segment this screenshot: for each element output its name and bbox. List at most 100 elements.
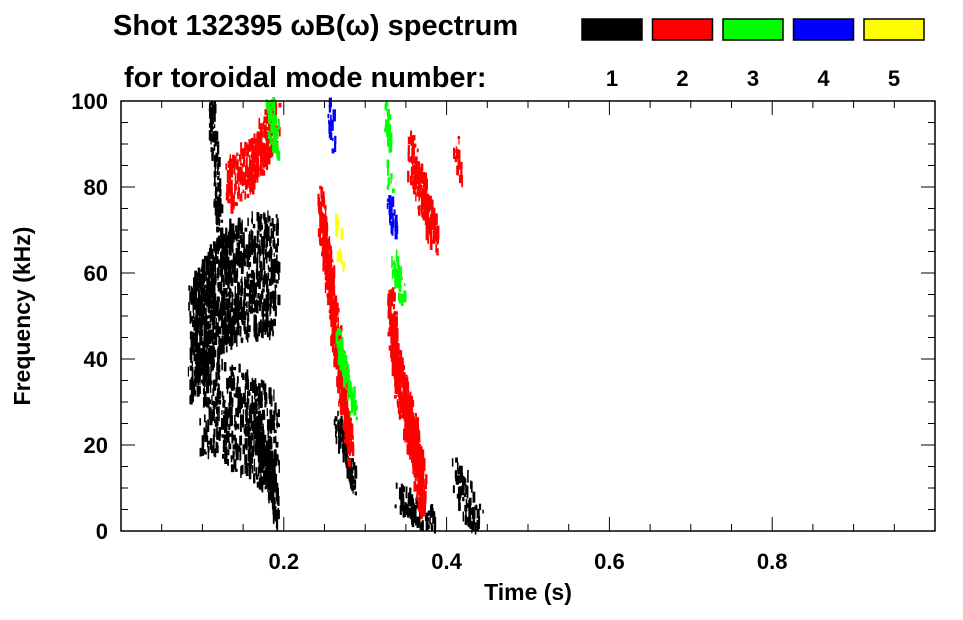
spectrum-point [407, 170, 410, 183]
spectrum-point [345, 459, 349, 464]
spectrum-point [210, 352, 214, 362]
spectrum-point [213, 428, 216, 438]
spectrum-point [217, 156, 221, 167]
spectrum-point [238, 311, 242, 320]
spectrum-point [237, 307, 240, 314]
spectrum-point [216, 393, 219, 403]
spectrum-point [262, 481, 266, 485]
spectrum-point [208, 440, 210, 445]
spectrum-point [210, 372, 212, 384]
spectrum-point [395, 343, 398, 355]
spectrum-point [238, 363, 241, 373]
spectrum-point [426, 206, 430, 212]
spectrum-point [389, 300, 392, 312]
spectrum-point [411, 498, 414, 512]
spectrum-point [272, 291, 275, 304]
spectrum-point [332, 109, 336, 122]
spectrum-point [220, 260, 224, 270]
spectrum-point [214, 262, 217, 267]
spectrum-point [198, 367, 202, 373]
legend-label-mode-2: 2 [676, 66, 688, 91]
spectrum-point [264, 109, 268, 116]
spectrum-point [243, 172, 247, 186]
spectrum-point [351, 443, 355, 457]
spectrum-point [327, 293, 330, 298]
spectrum-point [416, 426, 420, 438]
spectrum-point [264, 251, 268, 259]
spectrum-point [250, 182, 254, 187]
spectrum-point [414, 167, 417, 176]
spectrum-point [245, 244, 248, 250]
spectrum-point [239, 325, 242, 337]
y-tick-label: 40 [84, 347, 108, 372]
spectrum-point [203, 289, 206, 299]
spectrum-point [261, 425, 263, 432]
spectrum-point [242, 392, 246, 404]
spectrum-point [201, 451, 204, 456]
spectrum-point [203, 391, 207, 400]
spectrum-point [349, 382, 352, 387]
spectrum-point [212, 121, 215, 125]
spectrum-point [266, 419, 271, 431]
spectrum-point [222, 401, 226, 408]
spectrum-point [455, 476, 457, 482]
spectrum-point [239, 435, 243, 445]
spectrum-point [397, 368, 401, 375]
spectrum-point [395, 316, 398, 327]
spectrum-point [224, 419, 226, 431]
spectrum-point [257, 427, 261, 433]
spectrum-point [249, 382, 252, 392]
spectrum-point [419, 494, 422, 508]
spectrum-point [263, 470, 266, 478]
spectrum-point [264, 486, 267, 490]
spectrum-point [402, 493, 405, 504]
spectrum-point [208, 323, 212, 329]
spectrum-point [252, 152, 255, 164]
spectrum-point [328, 283, 331, 294]
spectrum-point [393, 319, 396, 328]
spectrum-point [206, 425, 208, 439]
spectrum-point [209, 244, 213, 256]
spectrum-point [385, 102, 389, 107]
spectrum-point [469, 500, 471, 508]
spectrum-point [391, 256, 393, 269]
spectrum-point [404, 439, 406, 444]
spectrum-point [387, 310, 391, 316]
spectrum-point [221, 335, 224, 344]
spectrum-point [192, 381, 196, 394]
spectrum-point [339, 392, 342, 399]
spectrum-point [261, 476, 264, 482]
spectrum-point [258, 213, 260, 223]
spectrum-point [338, 431, 340, 438]
spectrum-point [244, 141, 247, 154]
spectrum-point [194, 270, 198, 281]
spectrum-point [456, 150, 460, 157]
spectrum-point [249, 414, 253, 424]
spectrum-point [268, 477, 270, 490]
spectrum-point [194, 341, 197, 353]
spectrum-point [322, 249, 326, 262]
spectrum-point [272, 240, 276, 247]
spectrum-point [273, 252, 275, 257]
spectrum-point [259, 447, 263, 453]
spectrum-point [207, 356, 210, 369]
spectrum-point [272, 503, 274, 510]
spectrum-point [393, 332, 396, 340]
spectrum-point [334, 135, 337, 144]
spectrum-point [208, 330, 211, 340]
spectrum-point [334, 318, 337, 328]
spectrum-point [353, 406, 357, 416]
spectrum-point [213, 124, 216, 129]
spectrum-point [193, 353, 196, 362]
spectrum-point [339, 373, 343, 378]
spectrum-point [348, 386, 351, 393]
spectrum-point [234, 330, 237, 344]
spectrum-point [414, 432, 416, 442]
mode-3-feature [335, 327, 358, 421]
spectrum-point [418, 499, 421, 509]
spectrum-point [199, 299, 202, 309]
spectrum-point [259, 239, 261, 252]
spectrum-point [410, 156, 414, 162]
spectrum-point [401, 276, 403, 280]
spectrum-point [231, 400, 234, 408]
